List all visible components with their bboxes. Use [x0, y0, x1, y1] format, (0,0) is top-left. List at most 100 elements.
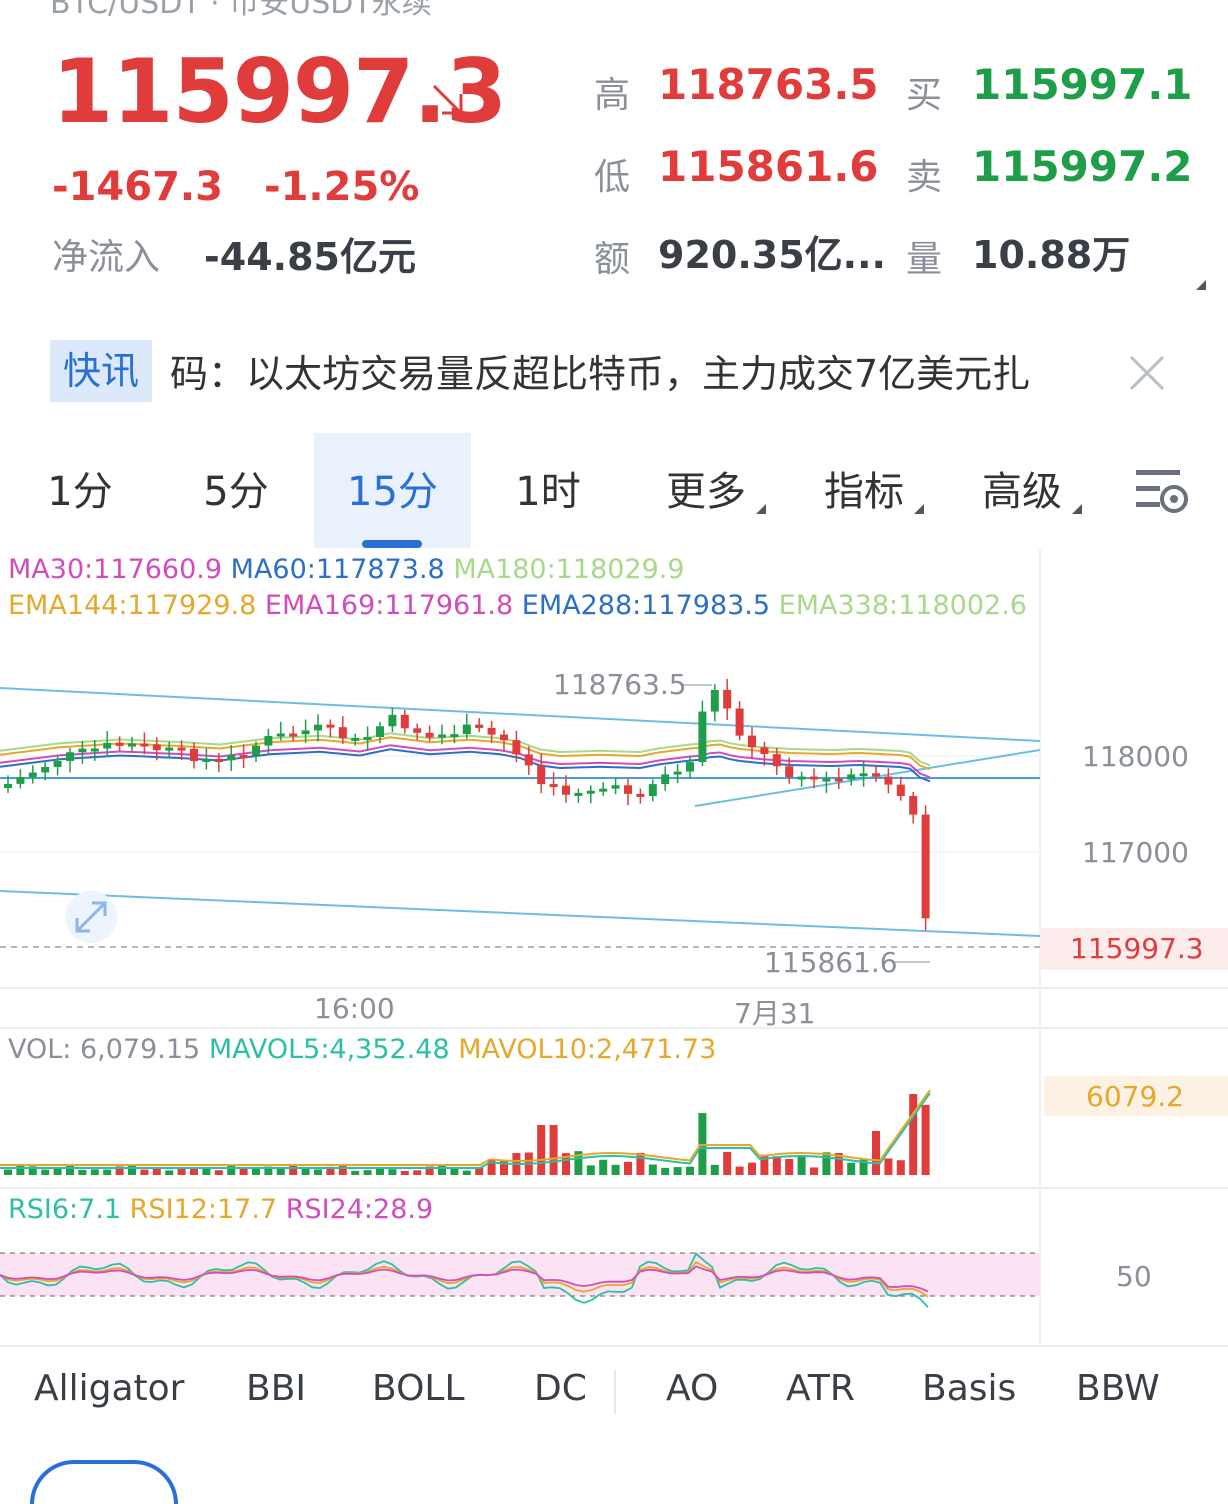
tab-bbw[interactable]: BBW — [1076, 1368, 1160, 1409]
tab-atr[interactable]: ATR — [786, 1368, 855, 1409]
chart-settings-icon[interactable] — [1134, 466, 1192, 518]
mavol5-legend: MAVOL5:4,352.48 — [208, 1034, 450, 1065]
volume-ma-line — [0, 1089, 931, 1166]
low-marker-label: 115861.6 — [764, 946, 898, 979]
tab-advanced[interactable]: 高级 — [982, 469, 1062, 515]
tab-5m[interactable]: 5分 — [203, 469, 269, 515]
candle — [264, 728, 273, 756]
volume-bar — [400, 1170, 409, 1175]
tab-1h[interactable]: 1时 — [515, 469, 581, 515]
candle — [574, 788, 583, 803]
down-arrow-icon — [432, 84, 463, 115]
dropdown-corner-icon — [914, 504, 924, 514]
tab-dc[interactable]: DC — [534, 1368, 587, 1409]
news-ticker[interactable]: 码：以太坊交易量反超比特币，主力成交7亿美元扎 — [170, 352, 1031, 396]
volume-bar — [760, 1154, 769, 1175]
candle — [190, 742, 198, 769]
volume-bar — [314, 1169, 322, 1175]
floating-button-edge[interactable] — [30, 1460, 178, 1504]
tab-1m[interactable]: 1分 — [47, 469, 113, 515]
volume-bar — [28, 1166, 37, 1175]
y-tick-117000: 117000 — [1082, 836, 1189, 869]
rsi24-legend: RSI24:28.9 — [285, 1194, 434, 1225]
tab-basis[interactable]: Basis — [922, 1368, 1017, 1409]
volume-bar — [673, 1167, 682, 1175]
volume-bar — [128, 1165, 136, 1175]
volume-bar — [549, 1125, 558, 1175]
volume-bar — [152, 1167, 161, 1175]
expand-corner-icon[interactable] — [1196, 280, 1206, 290]
high-value: 118763.5 — [658, 60, 879, 109]
candle — [896, 776, 905, 801]
candle — [438, 724, 446, 745]
volume-bar — [896, 1160, 905, 1175]
current-price-tag — [1040, 928, 1228, 970]
sell-value: 115997.2 — [972, 142, 1193, 191]
fullscreen-icon[interactable] — [64, 890, 118, 944]
volume-ma-line — [0, 1092, 931, 1169]
candle — [338, 716, 347, 744]
candle — [202, 748, 211, 770]
tab-15m[interactable]: 15分 — [347, 469, 438, 515]
candle — [475, 718, 484, 733]
candle — [487, 720, 496, 743]
volume-bar — [425, 1166, 434, 1175]
ema-legend: EMA144:117929.8 EMA169:117961.8 EMA288:1… — [8, 590, 1027, 621]
candle — [425, 725, 434, 742]
volume-bar — [264, 1166, 273, 1175]
volume-bar — [78, 1169, 87, 1175]
candle — [772, 747, 781, 775]
candle — [214, 753, 223, 772]
kline-chart[interactable] — [0, 548, 1228, 1348]
volume-bar — [785, 1158, 794, 1175]
amount-label: 额 — [594, 239, 631, 280]
news-tag[interactable]: 快讯 — [50, 340, 152, 402]
candle — [28, 765, 37, 784]
ema338-legend: EMA338:118002.6 — [778, 590, 1027, 621]
volume-bar — [376, 1168, 384, 1175]
tab-ao[interactable]: AO — [666, 1368, 719, 1409]
candle — [760, 741, 769, 766]
tab-alligator[interactable]: Alligator — [34, 1368, 185, 1409]
volume-value: 10.88万 — [972, 233, 1131, 277]
tab-indicators[interactable]: 指标 — [824, 469, 904, 515]
tab-bbi[interactable]: BBI — [246, 1368, 307, 1409]
candle — [797, 771, 806, 787]
high-marker-label: 118763.5 — [553, 668, 687, 701]
close-icon[interactable] — [1126, 352, 1168, 394]
volume-bar — [338, 1166, 347, 1175]
candle — [326, 719, 335, 738]
volume-bar — [884, 1158, 893, 1175]
volume-bar — [90, 1169, 99, 1175]
candle — [562, 775, 570, 803]
volume-bar — [115, 1166, 124, 1175]
candle — [103, 731, 112, 757]
volume-bar — [859, 1159, 868, 1175]
volume-bar — [413, 1170, 422, 1175]
candle — [115, 736, 124, 752]
candle — [363, 726, 372, 751]
volume-bar — [326, 1166, 335, 1175]
volume-bar — [363, 1170, 372, 1175]
candle — [376, 721, 384, 744]
candle — [16, 769, 25, 789]
candle — [177, 740, 186, 761]
tab-boll[interactable]: BOLL — [372, 1368, 465, 1409]
candle — [289, 725, 298, 742]
tab-more[interactable]: 更多 — [666, 469, 746, 515]
volume-bar — [562, 1153, 570, 1175]
rsi6-legend: RSI6:7.1 — [8, 1194, 122, 1225]
volume-bar — [648, 1164, 657, 1175]
candle — [735, 701, 744, 741]
volume-bar — [252, 1168, 260, 1175]
volume-bar — [586, 1165, 595, 1175]
rsi-line — [0, 1252, 929, 1308]
tab-divider — [614, 1370, 616, 1414]
volume-bar — [438, 1165, 446, 1175]
x-tick-jul31: 7月31 — [734, 997, 816, 1030]
candle — [636, 788, 645, 804]
amount-value: 920.35亿... — [658, 233, 886, 277]
netflow-label: 净流入 — [52, 237, 161, 278]
candle — [549, 772, 558, 796]
volume-bar — [202, 1168, 211, 1175]
